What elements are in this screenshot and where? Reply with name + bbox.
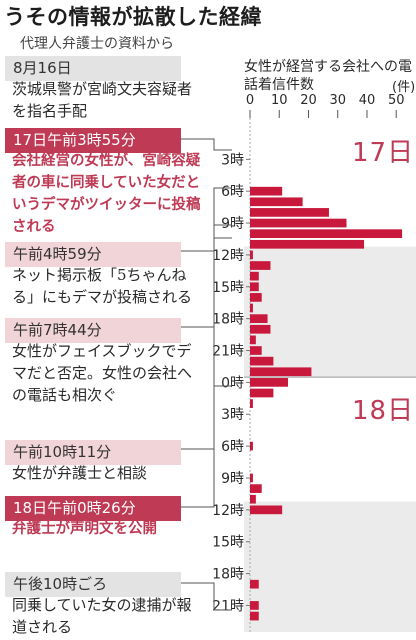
event-connector-5 [181, 385, 232, 508]
event-aug16-text: 茨城県警が宮崎文夫容疑者を指名手配 [12, 80, 193, 120]
event-17-0355-text: 会社経営の女性が、宮崎容疑者の車に同乗していた女だというデマがツイッターに投稿さ… [12, 153, 201, 235]
bar-18日11時 [250, 494, 256, 504]
bar-17日10時 [250, 229, 403, 239]
hour-tick-label: 12時 [212, 503, 244, 519]
event-18-2200-text: 同乗していた女の逮捕が報道される [12, 596, 192, 636]
bar-18日10時 [250, 484, 262, 493]
bar-18日6時 [250, 441, 253, 451]
event-17-0744-time: 午前7時44分 [5, 318, 181, 343]
event-17-0355-time: 17日午前3時55分 [5, 128, 181, 153]
hour-tick-label: 3時 [221, 152, 244, 168]
event-connector-1 [181, 138, 232, 151]
bar-17日19時 [250, 324, 271, 334]
hour-tick-label: 9時 [221, 216, 244, 232]
event-17-0744-text: 女性がフェイスブックでデマだと否定。女性の会社への電話も相次ぐ [12, 342, 193, 404]
day-label-18: 18日 [352, 396, 415, 426]
bar-18日22時 [250, 611, 259, 621]
bar-17日17時 [250, 303, 253, 313]
hour-tick-label: 9時 [221, 471, 244, 487]
bar-17日8時 [250, 208, 329, 217]
bar-18日1時 [250, 388, 274, 398]
x-tick-label: 0 [246, 93, 254, 108]
hour-tick-label: 18時 [212, 567, 244, 583]
event-18-0026-time: 18日午前0時26分 [5, 496, 181, 521]
bar-17日21時 [250, 346, 262, 355]
hour-tick-label: 6時 [221, 439, 244, 455]
bar-18日19時 [250, 579, 259, 589]
chart-unit: (件) [392, 80, 416, 95]
hour-tick-label: 0時 [221, 375, 244, 391]
hour-tick-label: 6時 [221, 184, 244, 200]
day-label-17: 17日 [352, 138, 415, 168]
x-tick-label: 30 [329, 93, 346, 108]
x-tick-label: 50 [388, 93, 405, 108]
afternoon-band-1 [244, 246, 416, 378]
hour-tick-label: 18時 [212, 312, 244, 328]
page-title: うその情報が拡散した経緯 [4, 5, 262, 29]
bar-17日18時 [250, 314, 268, 323]
x-tick-label: 40 [359, 93, 376, 108]
hour-tick-label: 15時 [212, 535, 244, 551]
bar-17日22時 [250, 356, 274, 366]
bar-17日23時 [250, 367, 312, 377]
hour-tick-label: 3時 [221, 407, 244, 423]
x-tick-label: 10 [271, 93, 288, 108]
source-note: 代理人弁護士の資料から [20, 36, 174, 52]
x-tick-label: 20 [300, 93, 317, 108]
event-connector-4 [181, 237, 232, 450]
bar-18日0時 [250, 378, 289, 387]
bar-17日16時 [250, 293, 262, 302]
bar-18日9時 [250, 473, 253, 483]
hour-tick-label: 21時 [212, 598, 244, 614]
bar-17日6時 [250, 186, 283, 196]
bar-18日2時 [250, 399, 253, 408]
event-17-0459-text: ネット掲示板「5ちゃんねる」にもデマが投稿される [12, 266, 193, 306]
event-18-2200-time: 午後10時ごろ [5, 572, 181, 597]
event-connector-2 [181, 187, 232, 252]
bar-17日12時 [250, 250, 253, 260]
event-17-0459-time: 午前4時59分 [5, 242, 181, 267]
bar-17日7時 [250, 197, 303, 207]
event-connector-6 [181, 582, 232, 611]
bar-17日14時 [250, 271, 259, 281]
bar-18日21時 [250, 601, 259, 610]
bar-17日20時 [250, 335, 256, 345]
bar-17日13時 [250, 261, 271, 270]
bar-17日11時 [250, 239, 365, 249]
hour-tick-label: 21時 [212, 344, 244, 360]
hour-tick-label: 12時 [212, 248, 244, 264]
bar-17日9時 [250, 218, 347, 228]
event-18-0026-text: 弁護士が声明文を公開 [12, 521, 157, 537]
afternoon-band-2 [244, 501, 416, 632]
bar-18日12時 [250, 505, 283, 515]
chart-title: 女性が経営する会社への電話着信件数 [244, 59, 412, 93]
event-17-1011-time: 午前10時11分 [5, 440, 181, 465]
bar-17日15時 [250, 282, 259, 292]
hour-tick-label: 15時 [212, 280, 244, 296]
event-aug16-time: 8月16日 [5, 56, 181, 81]
event-17-1011-text: 女性が弁護士と相談 [12, 464, 148, 482]
